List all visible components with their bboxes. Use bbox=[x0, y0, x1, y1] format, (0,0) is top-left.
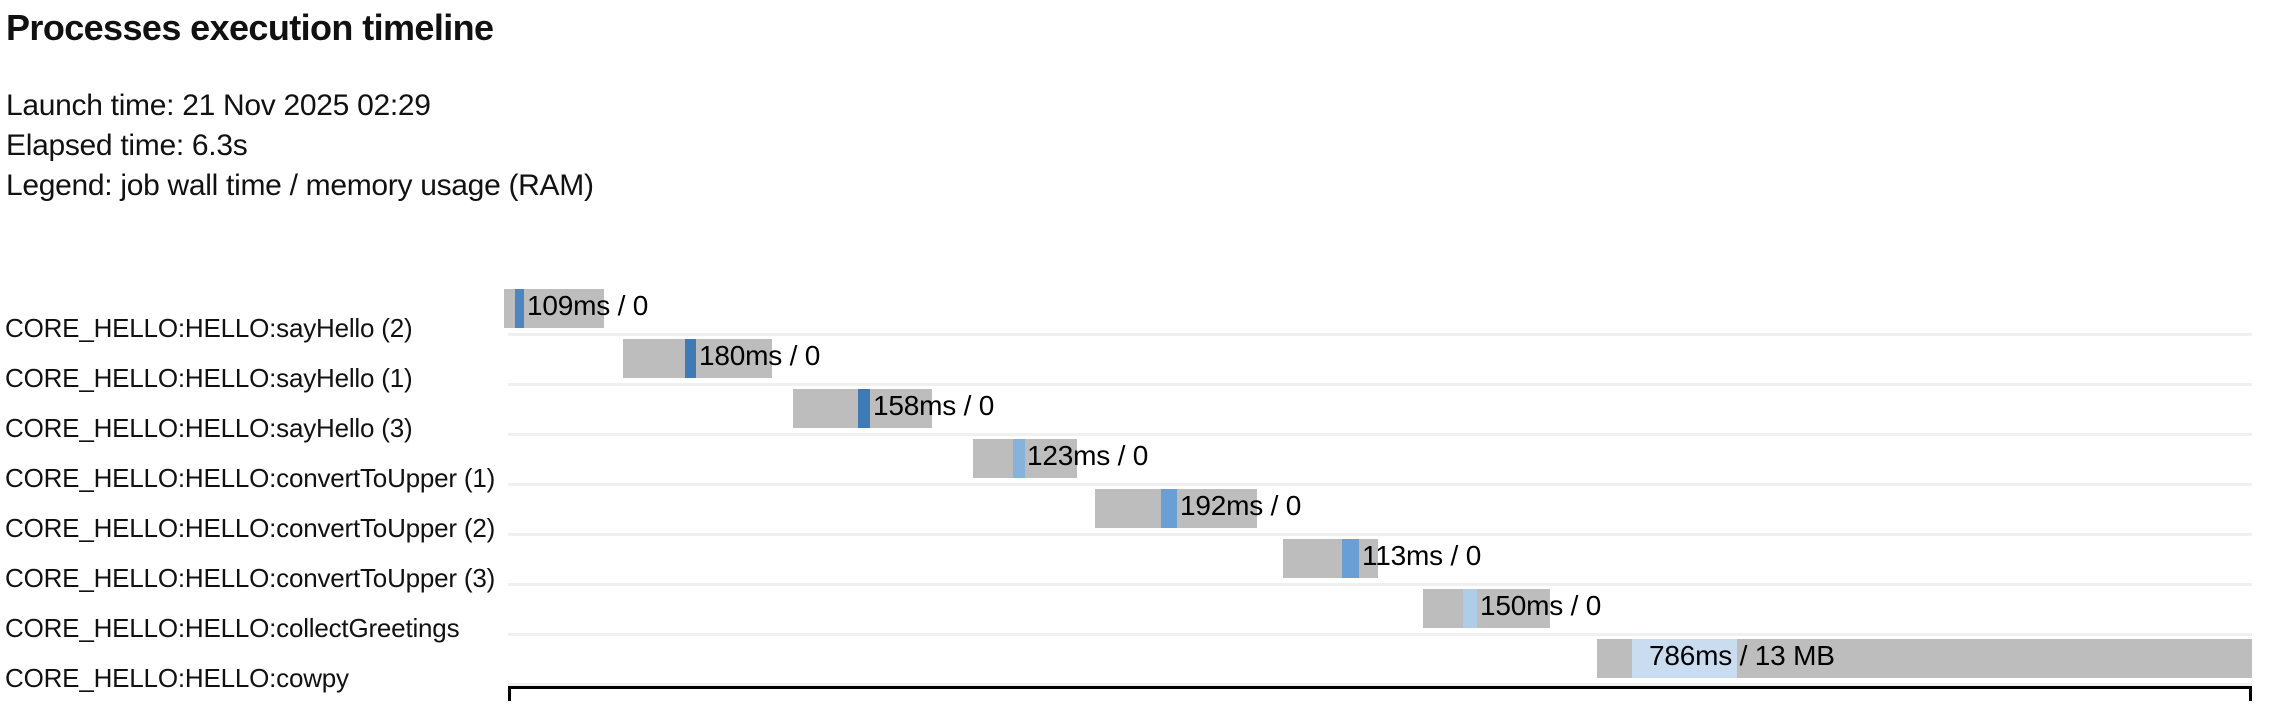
timeline-row: CORE_HELLO:HELLO:sayHello (3) 158ms / 0 bbox=[0, 385, 2284, 441]
task-run-segment bbox=[1161, 489, 1177, 528]
x-axis-line bbox=[508, 686, 2252, 701]
task-bar bbox=[793, 389, 932, 428]
timeline-row: CORE_HELLO:HELLO:convertToUpper (1) 123ms… bbox=[0, 435, 2284, 491]
launch-time-text: Launch time: 21 Nov 2025 02:29 bbox=[6, 89, 431, 122]
task-run-segment bbox=[515, 289, 524, 328]
task-bar bbox=[1095, 489, 1257, 528]
task-run-segment bbox=[1632, 639, 1737, 678]
task-bar bbox=[623, 339, 772, 378]
row-separator bbox=[508, 583, 2252, 586]
task-duration-label: 180ms / 0 bbox=[699, 340, 821, 371]
page-title: Processes execution timeline bbox=[6, 7, 494, 48]
process-label: CORE_HELLO:HELLO:sayHello (1) bbox=[5, 363, 413, 393]
timeline-row: CORE_HELLO:HELLO:sayHello (2) 109ms / 0 bbox=[0, 285, 2284, 341]
row-separator bbox=[508, 533, 2252, 536]
task-duration-label: 158ms / 0 bbox=[873, 390, 995, 421]
task-bar bbox=[1597, 639, 2252, 678]
task-bar bbox=[973, 439, 1077, 478]
process-label: CORE_HELLO:HELLO:sayHello (2) bbox=[5, 313, 413, 343]
task-run-segment bbox=[685, 339, 696, 378]
process-label: CORE_HELLO:HELLO:convertToUpper (3) bbox=[5, 563, 496, 593]
task-duration-label: 786ms / 13 MB bbox=[1649, 640, 1835, 671]
legend-text: Legend: job wall time / memory usage (RA… bbox=[6, 169, 594, 202]
task-duration-label: 123ms / 0 bbox=[1027, 440, 1149, 471]
row-separator bbox=[508, 633, 2252, 636]
row-separator bbox=[508, 683, 2252, 686]
task-run-segment bbox=[858, 389, 870, 428]
timeline-row: CORE_HELLO:HELLO:convertToUpper (3) 113ms… bbox=[0, 535, 2284, 591]
row-separator bbox=[508, 433, 2252, 436]
timeline-row: CORE_HELLO:HELLO:sayHello (1) 180ms / 0 bbox=[0, 335, 2284, 391]
process-label: CORE_HELLO:HELLO:collectGreetings bbox=[5, 613, 460, 643]
task-run-segment bbox=[1013, 439, 1025, 478]
timeline-row: CORE_HELLO:HELLO:convertToUpper (2) 192ms… bbox=[0, 485, 2284, 541]
task-run-segment bbox=[1342, 539, 1359, 578]
task-bar bbox=[1283, 539, 1378, 578]
task-duration-label: 192ms / 0 bbox=[1180, 490, 1302, 521]
task-bar bbox=[504, 289, 604, 328]
task-duration-label: 109ms / 0 bbox=[527, 290, 649, 321]
process-label: CORE_HELLO:HELLO:sayHello (3) bbox=[5, 413, 413, 443]
task-duration-label: 113ms / 0 bbox=[1362, 540, 1482, 571]
process-label: CORE_HELLO:HELLO:convertToUpper (2) bbox=[5, 513, 496, 543]
process-label: CORE_HELLO:HELLO:cowpy bbox=[5, 663, 349, 693]
x-axis-left-tick bbox=[508, 686, 511, 701]
task-bar bbox=[1423, 589, 1550, 628]
timeline-row: CORE_HELLO:HELLO:cowpy 786ms / 13 MB bbox=[0, 635, 2284, 691]
task-duration-label: 150ms / 0 bbox=[1480, 590, 1602, 621]
row-separator bbox=[508, 483, 2252, 486]
report-meta: Launch time: 21 Nov 2025 02:29 Elapsed t… bbox=[6, 86, 594, 206]
elapsed-time-text: Elapsed time: 6.3s bbox=[6, 129, 248, 162]
x-axis-right-tick bbox=[2249, 686, 2252, 701]
timeline-row: CORE_HELLO:HELLO:collectGreetings 150ms /… bbox=[0, 585, 2284, 641]
row-separator bbox=[508, 333, 2252, 336]
process-label: CORE_HELLO:HELLO:convertToUpper (1) bbox=[5, 463, 496, 493]
row-separator bbox=[508, 383, 2252, 386]
task-run-segment bbox=[1463, 589, 1477, 628]
